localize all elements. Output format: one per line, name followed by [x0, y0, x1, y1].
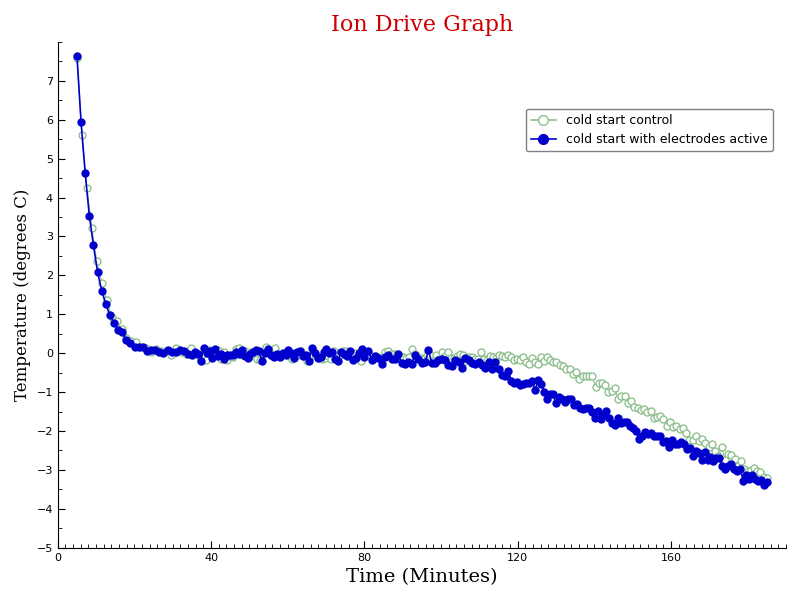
Legend: cold start control, cold start with electrodes active: cold start control, cold start with elec…: [526, 109, 773, 151]
Y-axis label: Temperature (degrees C): Temperature (degrees C): [14, 188, 31, 401]
Title: Ion Drive Graph: Ion Drive Graph: [331, 14, 513, 36]
X-axis label: Time (Minutes): Time (Minutes): [346, 568, 498, 586]
